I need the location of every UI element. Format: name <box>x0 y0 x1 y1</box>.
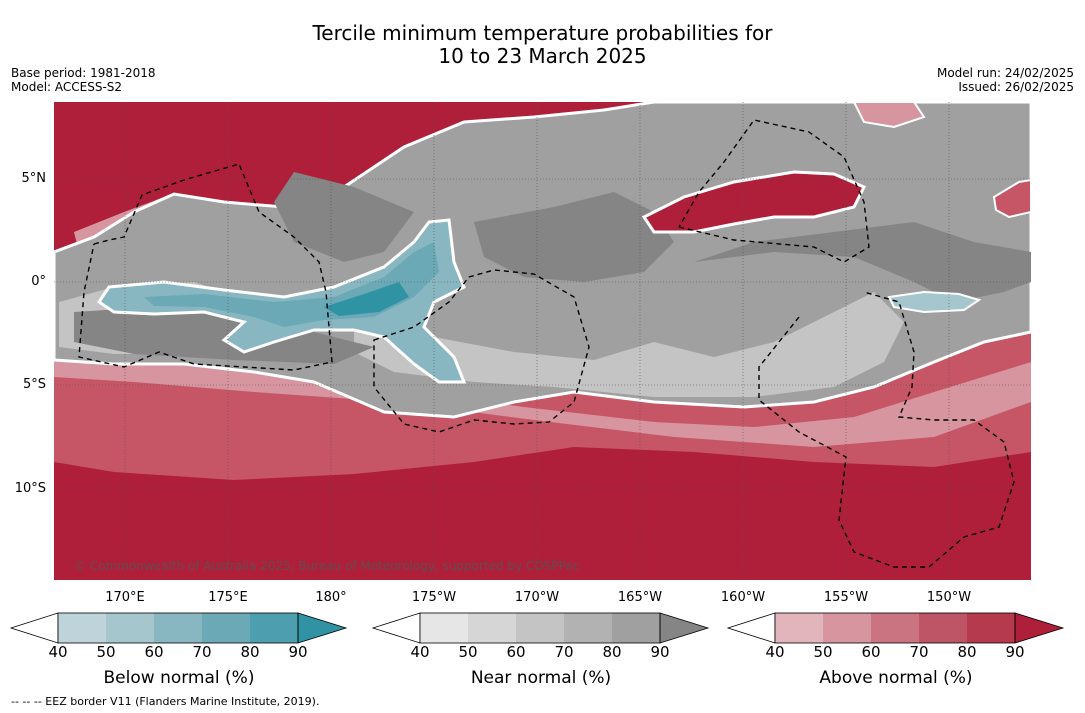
colorbar-tick-label: 70 <box>909 643 929 661</box>
colorbar-tick-label: 60 <box>861 643 881 661</box>
colorbar-segment <box>775 613 823 643</box>
lon-label-150w: 150°W <box>926 590 972 605</box>
colorbar-segment <box>202 613 250 643</box>
colorbar-above-normal <box>727 612 1065 644</box>
meta-left: Base period: 1981-2018 Model: ACCESS-S2 <box>11 66 156 94</box>
below-normal-region <box>96 218 467 384</box>
colorbar-tick-label: 90 <box>650 643 670 661</box>
colorbar-tick-label: 40 <box>48 643 68 661</box>
colorbar-segment <box>871 613 919 643</box>
colorbar-tick-label: 80 <box>240 643 260 661</box>
lat-label-5s: 5°S <box>22 377 46 392</box>
colorbar-extend-low <box>10 612 59 644</box>
model-run: Model run: 24/02/2025 <box>936 66 1074 80</box>
below-normal-darkest <box>324 282 409 316</box>
near-normal-dark-4 <box>474 192 674 282</box>
colorbar-segment <box>967 613 1015 643</box>
eez-border-line-islands <box>678 119 870 263</box>
colorbar-frame <box>57 612 299 644</box>
colorbar-tick-label: 70 <box>554 643 574 661</box>
eez-border-kiribati-gilberts <box>78 163 333 371</box>
colorbar-frame <box>419 612 661 644</box>
above-normal-patch-ne <box>852 102 926 129</box>
eez-border-line-south <box>758 291 1015 568</box>
lon-label-160w: 160°W <box>720 590 766 605</box>
colorbar-extend-low <box>372 612 421 644</box>
colorbar-segment <box>420 613 468 643</box>
probability-map: © Commonwealth of Australia 2025, Bureau… <box>54 102 1031 580</box>
lat-label-0: 0° <box>31 274 46 289</box>
near-normal-light-1 <box>354 292 904 397</box>
meta-right: Model run: 24/02/2025 Issued: 26/02/2025 <box>937 66 1074 94</box>
lat-label-5n: 5°N <box>21 171 47 186</box>
colorbar-segment <box>564 613 612 643</box>
colorbar-label-near: Near normal (%) <box>470 668 612 688</box>
lon-label-175w: 175°W <box>411 590 457 605</box>
colorbar-tick-label: 90 <box>288 643 308 661</box>
colorbar-segment <box>919 613 967 643</box>
copyright-text: © Commonwealth of Australia 2025, Bureau… <box>74 559 579 573</box>
colorbar-near-normal <box>372 612 710 644</box>
title-line-1: Tercile minimum temperature probabilitie… <box>312 21 773 45</box>
colorbar-tick-label: 50 <box>96 643 116 661</box>
near-normal-dark-1 <box>74 307 374 364</box>
colorbar-extend-low <box>727 612 776 644</box>
colorbar-segment <box>154 613 202 643</box>
colorbar-segment <box>106 613 154 643</box>
colorbar-tick-label: 70 <box>192 643 212 661</box>
lon-label-155w: 155°W <box>823 590 869 605</box>
lon-label-165w: 165°W <box>617 590 663 605</box>
colorbar-tick-label: 90 <box>1005 643 1025 661</box>
above-normal-patch-central <box>641 170 867 234</box>
title-line-2: 10 to 23 March 2025 <box>438 44 647 68</box>
eez-legend-footer: -- -- -- EEZ border V11 (Flanders Marine… <box>11 695 320 708</box>
above-normal-patch-east <box>992 178 1031 219</box>
lon-label-180: 180° <box>315 590 347 605</box>
lon-label-170e: 170°E <box>105 590 145 605</box>
colorbar-tick-label: 50 <box>458 643 478 661</box>
colorbar-tick-label: 50 <box>813 643 833 661</box>
colorbar-extend-high <box>659 612 710 644</box>
eez-border-phoenix <box>373 269 590 433</box>
colorbar-segment <box>516 613 564 643</box>
colorbar-segment <box>823 613 871 643</box>
lat-label-10s: 10°S <box>14 481 46 496</box>
lon-label-170w: 170°W <box>514 590 560 605</box>
below-normal-patch-east <box>887 290 982 314</box>
colorbar-segment <box>58 613 106 643</box>
colorbar-segment <box>468 613 516 643</box>
colorbar-extend-high <box>297 612 348 644</box>
colorbar-tick-label: 60 <box>144 643 164 661</box>
colorbar-tick-label: 80 <box>602 643 622 661</box>
colorbar-extend-high <box>1014 612 1065 644</box>
model-name: Model: ACCESS-S2 <box>11 80 123 94</box>
colorbar-tick-label: 80 <box>957 643 977 661</box>
colorbar-label-above: Above normal (%) <box>819 668 973 688</box>
near-normal-dark-2 <box>694 222 1031 302</box>
colorbar-segment <box>612 613 660 643</box>
colorbar-label-below: Below normal (%) <box>103 668 255 688</box>
issued-date: Issued: 26/02/2025 <box>958 80 1074 94</box>
near-normal-dark-3 <box>274 172 414 262</box>
colorbar-tick-label: 40 <box>765 643 785 661</box>
map-title: Tercile minimum temperature probabilitie… <box>0 22 1085 68</box>
base-period: Base period: 1981-2018 <box>11 66 156 80</box>
colorbar-below-normal <box>10 612 348 644</box>
colorbar-segment <box>250 613 298 643</box>
colorbar-tick-label: 40 <box>410 643 430 661</box>
colorbar-tick-label: 60 <box>506 643 526 661</box>
eez-borders <box>78 119 1015 568</box>
lon-label-175e: 175°E <box>208 590 248 605</box>
colorbar-frame <box>774 612 1016 644</box>
graticule <box>54 102 1031 580</box>
